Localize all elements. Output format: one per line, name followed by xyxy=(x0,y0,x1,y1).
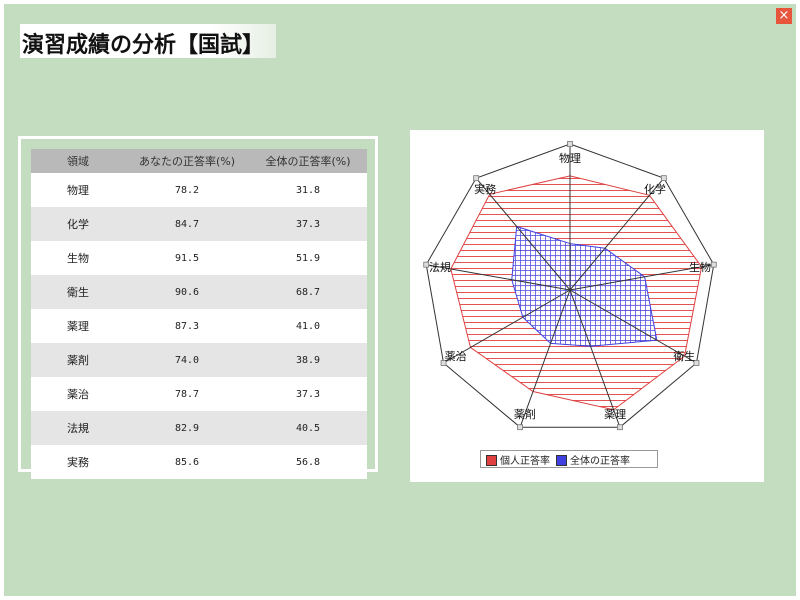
row-overall-rate: 41.0 xyxy=(249,309,367,343)
table-row: 実務 85.6 56.8 xyxy=(31,445,367,479)
row-domain: 生物 xyxy=(31,241,125,275)
row-domain: 物理 xyxy=(31,173,125,207)
row-domain: 化学 xyxy=(31,207,125,241)
radar-axis-8 xyxy=(475,177,571,291)
legend-label-personal: 個人正答率 xyxy=(500,455,550,467)
header-your-rate: あなたの正答率(%) xyxy=(125,149,249,173)
row-domain: 薬治 xyxy=(31,377,125,411)
table-row: 薬理 87.3 41.0 xyxy=(31,309,367,343)
row-overall-rate: 31.8 xyxy=(249,173,367,207)
row-domain: 衛生 xyxy=(31,275,125,309)
row-overall-rate: 51.9 xyxy=(249,241,367,275)
row-your-rate: 78.7 xyxy=(125,377,249,411)
close-button[interactable]: × xyxy=(776,8,792,24)
radar-vertex-marker xyxy=(693,360,700,366)
radar-category-label: 薬理 xyxy=(604,408,626,421)
legend-swatch-overall xyxy=(556,455,567,466)
radar-vertex-marker xyxy=(567,141,573,147)
radar-vertex-marker xyxy=(660,175,667,182)
row-domain: 法規 xyxy=(31,411,125,445)
row-overall-rate: 37.3 xyxy=(249,377,367,411)
row-domain: 実務 xyxy=(31,445,125,479)
radar-vertex-marker xyxy=(423,261,430,268)
legend-item-overall: 全体の正答率 xyxy=(556,452,630,467)
radar-axis-5 xyxy=(519,289,571,428)
radar-chart-panel: 物理化学生物衛生薬理 薬剤 薬治 法規 実務 個人正答率 全体の正答率 xyxy=(410,130,764,482)
radar-category-label: 実務 xyxy=(474,182,496,196)
title-bar: 演習成績の分析【国試】 xyxy=(20,24,276,58)
radar-axis-1 xyxy=(569,177,665,291)
radar-category-label: 薬剤 xyxy=(514,407,536,421)
radar-axis-2 xyxy=(569,264,714,291)
radar-category-label: 物理 xyxy=(559,151,581,165)
row-your-rate: 82.9 xyxy=(125,411,249,445)
header-overall-rate: 全体の正答率(%) xyxy=(249,149,367,173)
score-table-panel: 領域 あなたの正答率(%) 全体の正答率(%) 物理 78.2 31.8 化学 … xyxy=(18,136,378,479)
chart-legend: 個人正答率 全体の正答率 xyxy=(480,450,658,468)
radar-axis-7 xyxy=(426,264,571,291)
row-domain: 薬理 xyxy=(31,309,125,343)
table-row: 衛生 90.6 68.7 xyxy=(31,275,367,309)
radar-vertex-marker xyxy=(617,424,623,431)
table-row: 物理 78.2 31.8 xyxy=(31,173,367,207)
legend-item-personal: 個人正答率 xyxy=(486,452,550,467)
radar-axis-3 xyxy=(569,289,697,364)
row-your-rate: 85.6 xyxy=(125,445,249,479)
header-domain: 領域 xyxy=(31,149,125,173)
score-table: 領域 あなたの正答率(%) 全体の正答率(%) 物理 78.2 31.8 化学 … xyxy=(31,149,367,479)
screen-background: × 演習成績の分析【国試】 領域 あなたの正答率(%) 全体の正答率(%) 物理… xyxy=(4,4,796,596)
row-your-rate: 87.3 xyxy=(125,309,249,343)
radar-outer-frame xyxy=(425,143,715,428)
row-your-rate: 78.2 xyxy=(125,173,249,207)
row-overall-rate: 40.5 xyxy=(249,411,367,445)
radar-vertex-marker xyxy=(473,175,480,182)
table-row: 法規 82.9 40.5 xyxy=(31,411,367,445)
legend-label-overall: 全体の正答率 xyxy=(570,455,630,467)
close-icon[interactable]: × xyxy=(778,8,790,23)
row-overall-rate: 68.7 xyxy=(249,275,367,309)
row-your-rate: 90.6 xyxy=(125,275,249,309)
table-row: 化学 84.7 37.3 xyxy=(31,207,367,241)
radar-axis-6 xyxy=(443,289,571,364)
radar-axis-4 xyxy=(569,289,621,428)
row-your-rate: 74.0 xyxy=(125,343,249,377)
row-overall-rate: 38.9 xyxy=(249,343,367,377)
radar-vertex-marker xyxy=(440,360,447,366)
table-row: 生物 91.5 51.9 xyxy=(31,241,367,275)
legend-swatch-personal xyxy=(486,455,497,466)
radar-category-label: 化学 xyxy=(644,182,666,196)
row-domain: 薬剤 xyxy=(31,343,125,377)
radar-series-overall xyxy=(511,225,658,347)
row-your-rate: 84.7 xyxy=(125,207,249,241)
radar-vertex-marker xyxy=(710,261,717,268)
radar-category-label: 生物 xyxy=(689,260,711,274)
radar-category-label: 薬治 xyxy=(445,349,467,363)
table-row: 薬剤 74.0 38.9 xyxy=(31,343,367,377)
radar-vertex-marker xyxy=(517,424,523,431)
radar-category-label: 衛生 xyxy=(673,349,695,363)
row-your-rate: 91.5 xyxy=(125,241,249,275)
row-overall-rate: 37.3 xyxy=(249,207,367,241)
table-row: 薬治 78.7 37.3 xyxy=(31,377,367,411)
row-overall-rate: 56.8 xyxy=(249,445,367,479)
radar-category-label: 法規 xyxy=(429,260,451,274)
table-header-row: 領域 あなたの正答率(%) 全体の正答率(%) xyxy=(31,149,367,173)
page-title: 演習成績の分析【国試】 xyxy=(22,32,265,58)
